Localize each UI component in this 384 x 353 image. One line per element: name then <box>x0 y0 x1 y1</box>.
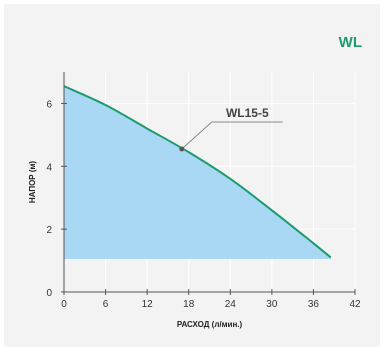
x-tick-label: 30 <box>266 299 278 310</box>
callout-label: WL15-5 <box>226 106 269 120</box>
series-line <box>63 85 332 259</box>
x-tick-label: 12 <box>142 299 154 310</box>
x-tick-label: 18 <box>183 299 195 310</box>
y-tick-label: 6 <box>46 99 52 110</box>
axes <box>63 72 355 293</box>
x-tick-label: 42 <box>349 299 361 310</box>
x-tick-label: 36 <box>308 299 320 310</box>
y-axis-label: НАПОР (м) <box>28 161 37 204</box>
brand-label: WL <box>338 34 362 51</box>
x-tick-label: 0 <box>61 299 67 310</box>
y-tick-label: 2 <box>46 225 52 236</box>
callout-marker <box>179 146 185 152</box>
series-area <box>64 86 331 260</box>
x-tick-label: 6 <box>103 299 109 310</box>
y-tick-labels: 0 2 4 6 <box>46 99 67 299</box>
x-tick-label: 24 <box>225 299 237 310</box>
series-callout: WL15-5 <box>179 106 283 152</box>
y-tick-label: 0 <box>46 288 52 299</box>
x-axis-label: РАСХОД (л/мин.) <box>177 320 243 329</box>
callout-leader <box>181 121 213 150</box>
y-tick-label: 4 <box>46 162 52 173</box>
x-tick-labels: 0 6 12 18 24 30 36 42 <box>61 289 361 310</box>
